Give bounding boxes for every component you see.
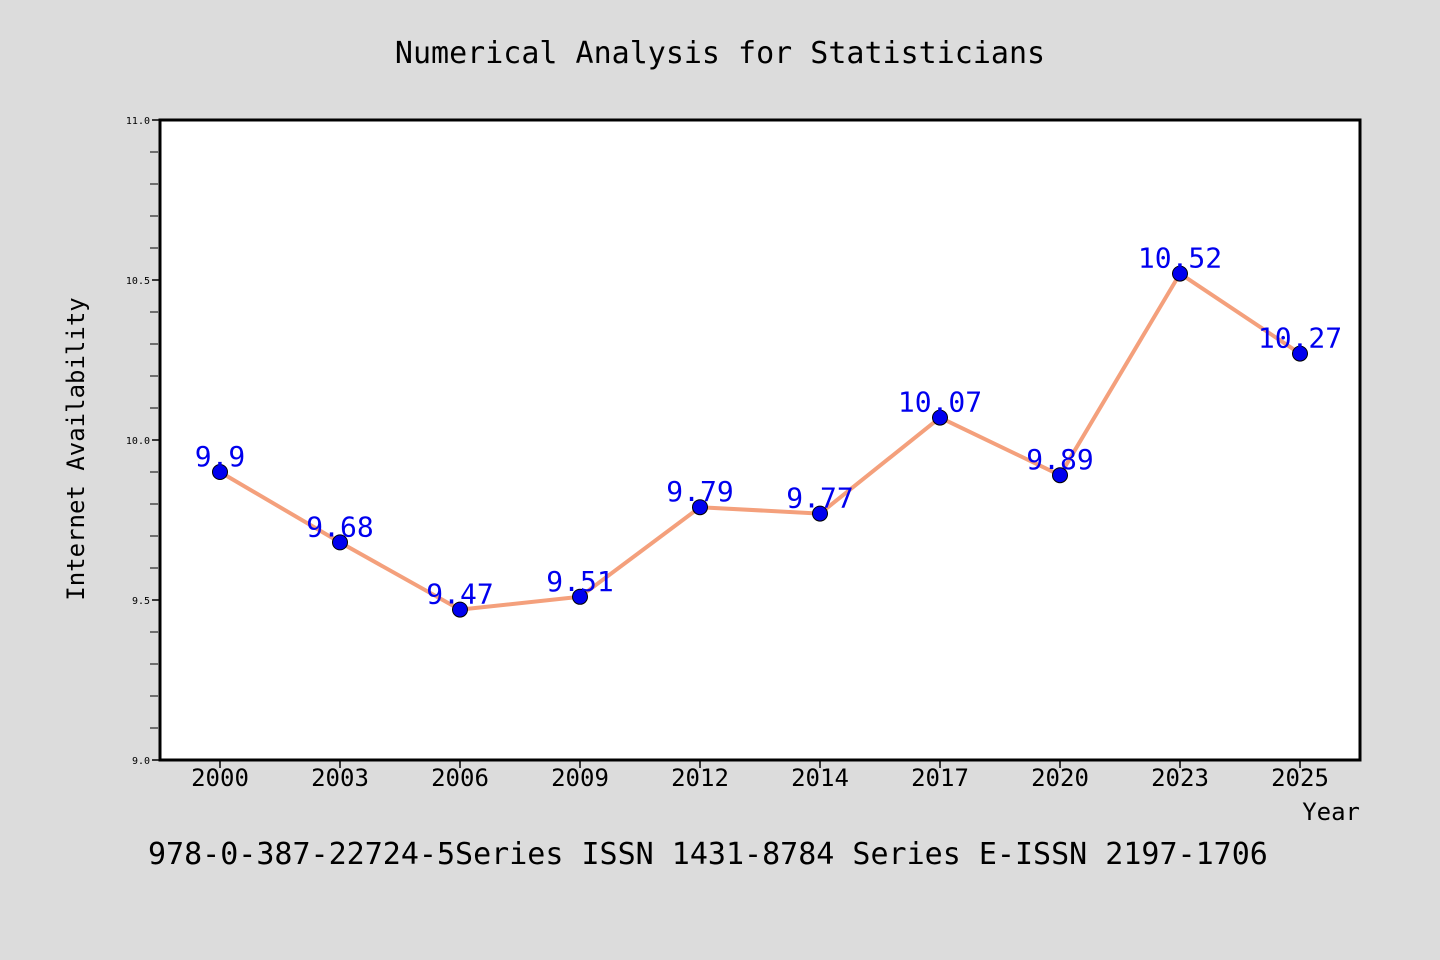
data-label: 9.9	[195, 440, 246, 473]
x-tick-label: 2020	[1031, 764, 1089, 792]
data-label: 9.47	[426, 578, 493, 611]
data-label: 9.77	[786, 482, 853, 515]
x-tick-label: 2017	[911, 764, 969, 792]
data-label: 9.89	[1026, 443, 1093, 476]
data-point	[332, 534, 348, 551]
data-label: 9.51	[546, 565, 613, 598]
data-point	[932, 409, 948, 426]
y-tick-label: 11.0	[126, 116, 150, 127]
data-label: 10.52	[1138, 242, 1222, 275]
data-point	[452, 601, 468, 618]
footer-isbn-text: 978-0-387-22724-5Series ISSN 1431-8784 S…	[148, 837, 1268, 872]
data-point	[812, 505, 828, 522]
y-tick-label: 9.0	[132, 756, 150, 767]
x-tick-label: 2003	[311, 764, 369, 792]
x-tick-label: 2012	[671, 764, 729, 792]
x-tick-label: 2025	[1271, 764, 1329, 792]
data-label: 10.27	[1258, 322, 1342, 355]
y-tick-label: 10.5	[126, 276, 150, 287]
data-label: 10.07	[898, 386, 982, 419]
data-point	[1172, 265, 1188, 282]
data-point	[692, 499, 708, 516]
data-point	[1292, 345, 1308, 362]
data-point	[572, 588, 588, 605]
x-tick-label: 2014	[791, 764, 849, 792]
data-label: 9.68	[306, 510, 373, 543]
plot-frame	[158, 118, 1362, 762]
x-axis-label: Year	[1302, 798, 1360, 826]
x-tick-label: 2006	[431, 764, 489, 792]
x-axis-ticks: 2000 2003 2006 2009 2012 2014 2017 2020 2023 2025	[191, 760, 1329, 792]
data-label: 9.79	[666, 475, 733, 508]
series-line	[218, 271, 1302, 612]
data-point	[1052, 467, 1068, 484]
y-axis-label: Internet Availability	[62, 297, 90, 600]
x-tick-label: 2000	[191, 764, 249, 792]
plot-area	[160, 120, 1360, 760]
x-tick-label: 2009	[551, 764, 609, 792]
data-point	[212, 464, 228, 480]
y-axis-ticks: 9.0 9.5 10.0 10.5 11.0	[126, 116, 160, 767]
chart-title: Numerical Analysis for Statisticians	[395, 36, 1045, 71]
y-tick-label: 9.5	[132, 596, 150, 607]
y-tick-label: 10.0	[126, 436, 150, 447]
series-layer: 9.9 9.68 9.47 9.51 9.79 9.77 10.07 9.89 10.52 10.…	[195, 242, 1342, 618]
x-tick-label: 2023	[1151, 764, 1209, 792]
